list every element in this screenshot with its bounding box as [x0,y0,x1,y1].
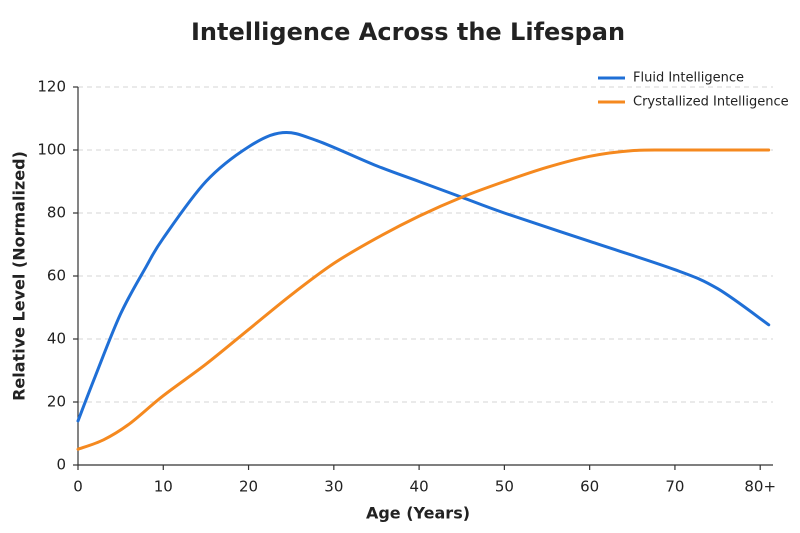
y-tick-label: 80 [47,204,66,222]
y-axis-label: Relative Level (Normalized) [10,151,29,401]
x-tick-label: 30 [324,478,343,496]
chart-title: Intelligence Across the Lifespan [191,18,625,46]
data-line [76,130,771,423]
y-tick-label: 60 [47,267,66,285]
x-tick-label: 0 [73,478,83,496]
legend-label: Fluid Intelligence [633,71,744,86]
y-tick-label: 40 [47,330,66,348]
x-tick-label: 70 [665,478,684,496]
x-tick-label: 50 [495,478,514,496]
y-tick-label: 100 [37,141,66,159]
y-tick-label: 0 [56,456,66,474]
y-tick-label: 120 [37,78,66,96]
x-tick-label: 20 [239,478,258,496]
data-line [76,148,771,451]
x-tick-label: 60 [580,478,599,496]
x-axis-label: Age (Years) [366,504,470,523]
x-tick-label: 40 [410,478,429,496]
x-tick-label: 10 [154,478,173,496]
x-tick-label: 80+ [744,478,776,496]
legend-label: Crystallized Intelligence [633,95,789,110]
y-tick-label: 20 [47,393,66,411]
